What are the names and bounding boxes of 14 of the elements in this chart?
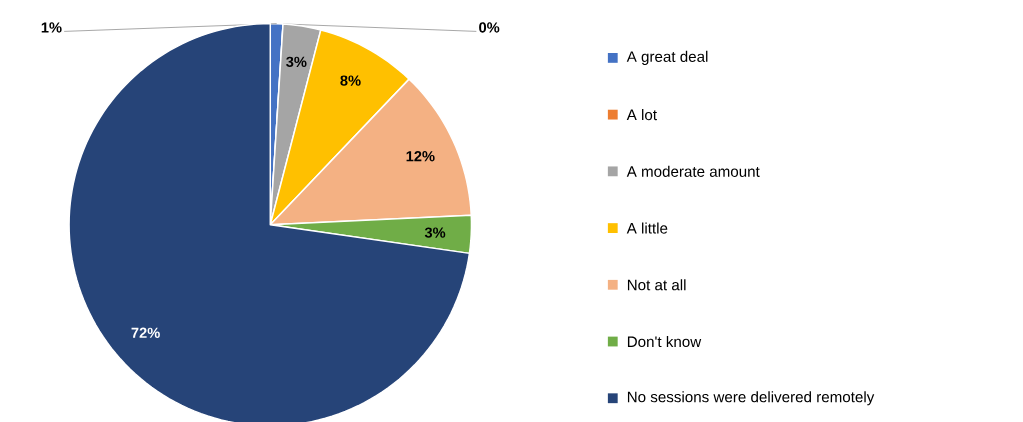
legend-label: A great deal	[626, 50, 708, 65]
data-label: 72%	[131, 327, 160, 338]
legend-label: No sessions were delivered remotely	[627, 391, 875, 406]
legend-label: Don't know	[627, 335, 702, 348]
data-label: 3%	[286, 56, 307, 68]
data-label: 3%	[424, 227, 446, 238]
legend-label: Not at all	[627, 279, 686, 291]
data-label: 8%	[340, 75, 361, 86]
legend-label: A lot	[626, 109, 657, 121]
data-label: 1%	[41, 22, 62, 33]
legend-label: A moderate amount	[626, 165, 760, 177]
legend-label: A little	[626, 222, 668, 234]
data-label: 12%	[406, 151, 435, 162]
text: 0%	[479, 22, 500, 33]
